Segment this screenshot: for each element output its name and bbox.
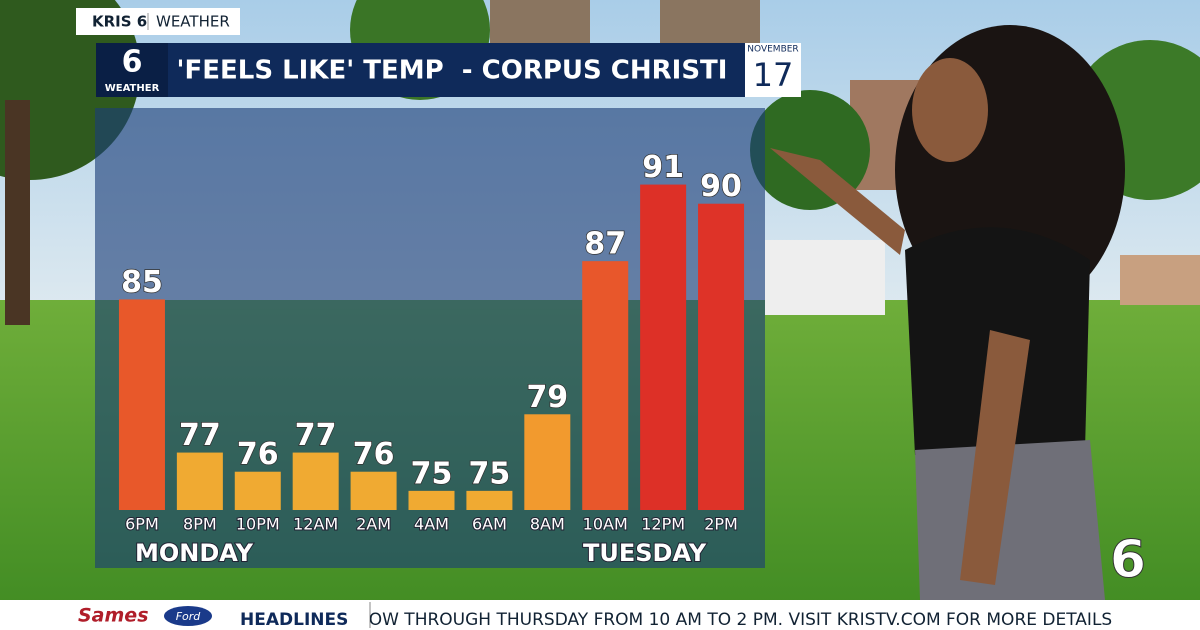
value-label: 75	[469, 456, 511, 491]
day-label: TUESDAY	[583, 539, 707, 567]
tree-trunk	[5, 100, 30, 325]
station-badge	[76, 8, 240, 35]
bar	[466, 490, 513, 510]
plot: 6PM 85 8PM 77 10PM 76 12AM 77 2AM 76 4AM 75 6AM 75 8AM…	[118, 149, 745, 568]
bar	[640, 184, 687, 511]
value-label: 76	[353, 437, 395, 472]
logo-box	[96, 43, 168, 97]
building	[1120, 255, 1200, 305]
value-label: 91	[642, 150, 684, 185]
sponsor-brand-oval	[164, 606, 212, 626]
date-month: NOVEMBER	[747, 45, 798, 55]
building	[490, 0, 590, 45]
title-bar	[96, 43, 745, 97]
x-tick-label: 2PM	[704, 515, 738, 534]
x-tick-label: 2AM	[356, 515, 391, 534]
sponsor: Sames	[78, 605, 149, 627]
x-tick-label: 10AM	[583, 515, 628, 534]
building	[660, 0, 760, 45]
day-label: MONDAY	[135, 539, 254, 567]
value-label: 85	[121, 265, 163, 300]
section-name: WEATHER	[156, 13, 230, 31]
presenter	[770, 25, 1125, 600]
x-tick-label: 6AM	[472, 515, 507, 534]
corner-logo: 6	[1110, 530, 1146, 590]
x-tick-label: 10PM	[236, 515, 280, 534]
bar	[350, 471, 397, 510]
chart-title: 'FEELS LIKE' TEMP - CORPUS CHRISTI	[177, 56, 728, 86]
bar	[292, 452, 339, 510]
x-tick-label: 12AM	[293, 515, 338, 534]
bar	[408, 490, 455, 510]
value-label: 77	[179, 418, 221, 453]
value-label: 75	[411, 456, 453, 491]
bar	[698, 203, 745, 510]
bar	[524, 414, 571, 510]
logo-text: WEATHER	[105, 83, 160, 94]
value-label: 90	[700, 169, 742, 204]
date-box	[745, 43, 801, 97]
bar	[118, 299, 165, 510]
value-label: 87	[584, 227, 626, 262]
x-tick-label: 8AM	[530, 515, 565, 534]
bar	[582, 261, 629, 510]
logo-number: 6	[122, 45, 143, 80]
gazebo	[765, 240, 885, 315]
x-tick-label: 12PM	[641, 515, 685, 534]
x-tick-label: 6PM	[125, 515, 159, 534]
date-day: 17	[753, 56, 794, 94]
bar	[234, 471, 281, 510]
x-tick-label: 8PM	[183, 515, 217, 534]
ticker-label: HEADLINES	[240, 610, 348, 630]
bar	[176, 452, 223, 510]
sponsor-brand: Ford	[176, 610, 202, 623]
ticker-text: NOW THROUGH THURSDAY FROM 10 AM TO 2 PM.…	[356, 610, 1112, 630]
value-label: 76	[237, 437, 279, 472]
ticker-clip: NOW THROUGH THURSDAY FROM 10 AM TO 2 PM.…	[356, 610, 1112, 630]
value-label: 79	[526, 380, 568, 415]
x-tick-label: 4AM	[414, 515, 449, 534]
value-label: 77	[295, 418, 337, 453]
station-name: KRIS 6	[92, 13, 147, 31]
